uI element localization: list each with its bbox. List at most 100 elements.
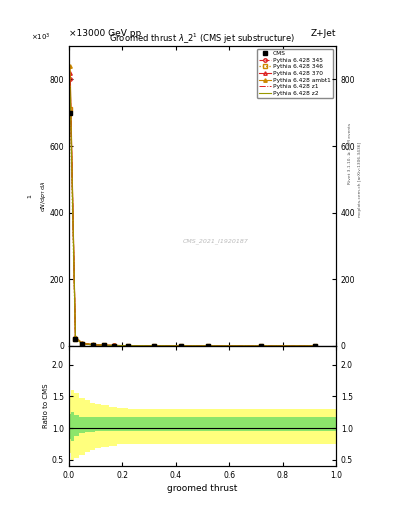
Pythia 6.428 ambt1 (125, 343, 130, 349)
Pythia 6.428 ambt1 (101, 342, 106, 348)
Pythia 6.428 346 (312, 343, 317, 349)
Pythia 6.428 ambt1 (206, 343, 210, 349)
CMS (73, 336, 78, 343)
CMS (152, 343, 157, 349)
Pythia 6.428 z1 (68, 76, 72, 82)
Line: Pythia 6.428 ambt1: Pythia 6.428 ambt1 (68, 65, 316, 348)
Text: $\times10^3$: $\times10^3$ (31, 32, 51, 43)
Pythia 6.428 z1 (152, 343, 157, 349)
Pythia 6.428 345 (259, 343, 264, 349)
Pythia 6.428 370 (73, 334, 78, 340)
Pythia 6.428 370 (179, 343, 184, 349)
Pythia 6.428 ambt1 (90, 342, 95, 348)
Pythia 6.428 ambt1 (179, 343, 184, 349)
Pythia 6.428 345 (152, 343, 157, 349)
Pythia 6.428 370 (125, 343, 130, 349)
CMS (259, 343, 264, 349)
Pythia 6.428 z1 (206, 343, 210, 349)
Pythia 6.428 370 (112, 343, 117, 349)
Pythia 6.428 370 (80, 340, 84, 347)
Text: ×13000 GeV pp: ×13000 GeV pp (69, 29, 141, 38)
Pythia 6.428 345 (179, 343, 184, 349)
Pythia 6.428 370 (152, 343, 157, 349)
Pythia 6.428 370 (90, 342, 95, 348)
Pythia 6.428 z1 (312, 343, 317, 349)
CMS (90, 342, 95, 348)
CMS (80, 341, 84, 347)
Pythia 6.428 ambt1 (259, 343, 264, 349)
Y-axis label: 1

$\mathrm{d}N / \mathrm{d}p_\mathrm{T}\,\mathrm{d}\lambda$: 1 $\mathrm{d}N / \mathrm{d}p_\mathrm{T}\… (27, 180, 48, 212)
Pythia 6.428 z1 (112, 343, 117, 349)
Pythia 6.428 345 (90, 342, 95, 348)
Pythia 6.428 346 (101, 342, 106, 348)
Pythia 6.428 z1 (259, 343, 264, 349)
Pythia 6.428 ambt1 (312, 343, 317, 349)
CMS (101, 343, 106, 349)
Pythia 6.428 346 (90, 342, 95, 348)
Pythia 6.428 345 (68, 76, 72, 82)
Line: Pythia 6.428 z2: Pythia 6.428 z2 (70, 88, 315, 346)
Pythia 6.428 346 (68, 106, 72, 113)
Pythia 6.428 ambt1 (112, 343, 117, 349)
Text: mcplots.cern.ch [arXiv:1306.3436]: mcplots.cern.ch [arXiv:1306.3436] (358, 142, 362, 217)
Pythia 6.428 z2 (152, 343, 157, 349)
Pythia 6.428 370 (68, 70, 72, 76)
Pythia 6.428 z2 (312, 343, 317, 349)
Pythia 6.428 370 (312, 343, 317, 349)
Text: Rivet 3.1.10, ≥ 2.6M events: Rivet 3.1.10, ≥ 2.6M events (348, 123, 352, 184)
Pythia 6.428 ambt1 (152, 343, 157, 349)
Y-axis label: Ratio to CMS: Ratio to CMS (43, 383, 49, 428)
Pythia 6.428 z2 (73, 335, 78, 342)
Text: CMS_2021_I1920187: CMS_2021_I1920187 (183, 238, 249, 244)
Pythia 6.428 ambt1 (68, 63, 72, 69)
CMS (179, 343, 184, 349)
CMS (68, 110, 72, 116)
Pythia 6.428 z2 (90, 342, 95, 348)
Pythia 6.428 z2 (112, 343, 117, 349)
Pythia 6.428 345 (80, 340, 84, 347)
CMS (206, 343, 210, 349)
Line: Pythia 6.428 346: Pythia 6.428 346 (68, 108, 316, 348)
Pythia 6.428 370 (101, 342, 106, 348)
Legend: CMS, Pythia 6.428 345, Pythia 6.428 346, Pythia 6.428 370, Pythia 6.428 ambt1, P: CMS, Pythia 6.428 345, Pythia 6.428 346,… (257, 49, 333, 98)
Title: Groomed thrust $\lambda\_2^1$ (CMS jet substructure): Groomed thrust $\lambda\_2^1$ (CMS jet s… (110, 32, 295, 46)
Pythia 6.428 z1 (101, 342, 106, 348)
Line: CMS: CMS (68, 111, 317, 348)
Pythia 6.428 370 (206, 343, 210, 349)
Pythia 6.428 z1 (179, 343, 184, 349)
Pythia 6.428 346 (179, 343, 184, 349)
Pythia 6.428 z2 (125, 343, 130, 349)
CMS (112, 343, 117, 349)
Pythia 6.428 345 (73, 335, 78, 341)
Line: Pythia 6.428 z1: Pythia 6.428 z1 (70, 79, 315, 346)
CMS (312, 343, 317, 349)
Pythia 6.428 ambt1 (73, 334, 78, 340)
Pythia 6.428 z2 (179, 343, 184, 349)
X-axis label: groomed thrust: groomed thrust (167, 484, 238, 493)
Pythia 6.428 ambt1 (80, 340, 84, 346)
Pythia 6.428 345 (125, 343, 130, 349)
Pythia 6.428 346 (112, 343, 117, 349)
Line: Pythia 6.428 345: Pythia 6.428 345 (68, 78, 316, 348)
Pythia 6.428 346 (152, 343, 157, 349)
Pythia 6.428 345 (312, 343, 317, 349)
Pythia 6.428 345 (101, 342, 106, 348)
Pythia 6.428 345 (206, 343, 210, 349)
Pythia 6.428 346 (73, 336, 78, 342)
Pythia 6.428 z1 (80, 340, 84, 347)
Pythia 6.428 346 (259, 343, 264, 349)
Pythia 6.428 z2 (206, 343, 210, 349)
Pythia 6.428 370 (259, 343, 264, 349)
Pythia 6.428 346 (80, 340, 84, 347)
Pythia 6.428 z2 (80, 340, 84, 347)
Pythia 6.428 345 (112, 343, 117, 349)
Pythia 6.428 z1 (73, 335, 78, 342)
Pythia 6.428 z2 (68, 84, 72, 91)
Pythia 6.428 z2 (101, 342, 106, 348)
Pythia 6.428 z1 (90, 342, 95, 348)
Line: Pythia 6.428 370: Pythia 6.428 370 (68, 71, 316, 348)
Pythia 6.428 z1 (125, 343, 130, 349)
Pythia 6.428 346 (125, 343, 130, 349)
CMS (125, 343, 130, 349)
Pythia 6.428 346 (206, 343, 210, 349)
